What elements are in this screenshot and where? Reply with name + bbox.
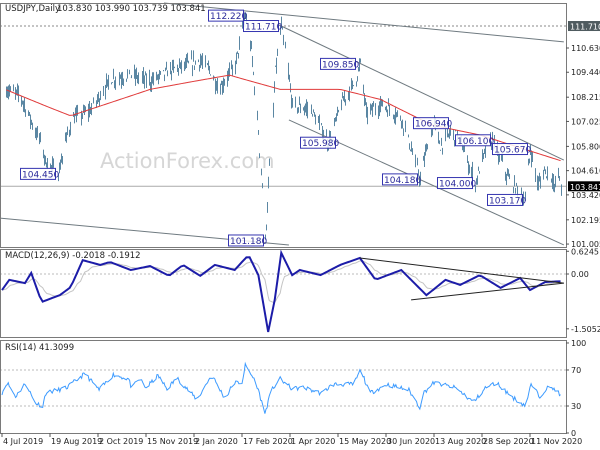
macd-axis-label: -1.5052 <box>571 325 600 334</box>
price-annotation-label: 111.710 <box>245 23 282 33</box>
rsi-axis-label: 100 <box>571 339 586 348</box>
date-axis-label: 1 Apr 2020 <box>291 437 335 446</box>
date-axis-label: 2 Oct 2019 <box>99 437 143 446</box>
ohlc-readout: 103.830 103.990 103.739 103.841 <box>57 4 206 14</box>
price-axis-label: 103.420 <box>571 191 600 200</box>
rsi-axis-label: 70 <box>571 366 581 375</box>
rsi-axis-label: 30 <box>571 402 581 411</box>
macd-trendline <box>411 282 564 301</box>
macd-title: MACD(12,26,9) -0.2018 -0.1912 <box>5 251 141 261</box>
macd-trendline <box>359 257 564 284</box>
panel-frame <box>0 249 567 338</box>
price-annotation-label: 106.100 <box>457 137 494 147</box>
axes: 110.630 109.440 108.215 107.025 105.800 104.6… <box>0 3 600 446</box>
price-annotation-label: 101.180 <box>230 237 267 247</box>
macd-signal-line <box>1 260 561 304</box>
price-annotation-box <box>20 167 56 180</box>
date-axis-label: 13 Aug 2020 <box>435 437 486 446</box>
price-annotation-label: 109.850 <box>322 60 359 70</box>
trendline <box>278 24 565 161</box>
macd-panel <box>0 249 566 333</box>
price-annotation-label: 105.980 <box>302 139 339 149</box>
price-axis-label: 110.630 <box>571 44 600 53</box>
price-annotation-box <box>208 9 244 22</box>
rsi-title: RSI(14) 41.3099 <box>5 343 74 353</box>
date-axis-label: 4 Jul 2019 <box>3 437 43 446</box>
price-annotation-box <box>228 234 264 247</box>
price-annotation-box <box>300 136 336 149</box>
macd-line <box>1 249 561 333</box>
date-axis-label: 15 May 2020 <box>339 437 391 446</box>
panel-frame <box>0 3 567 248</box>
watermark: ActionForex.com <box>100 149 275 173</box>
price-axis-label: 108.215 <box>571 93 600 102</box>
date-axis-label: 17 Feb 2020 <box>243 437 293 446</box>
price-annotation-label: 104.180 <box>384 176 421 186</box>
price-annotation-box <box>382 173 418 186</box>
trendline <box>163 2 564 43</box>
date-axis-label: 28 Sep 2020 <box>483 437 534 446</box>
rsi-line <box>1 361 561 414</box>
moving-average-line <box>5 74 561 162</box>
macd-axis-label: 0.6245 <box>571 247 599 256</box>
price-annotation-box <box>320 57 356 70</box>
price-axis-label: 109.440 <box>571 68 600 77</box>
last-price-badge-text: 103.841 <box>570 183 600 192</box>
price-annotation-box <box>487 193 523 206</box>
price-annotation-label: 104.450 <box>22 170 59 180</box>
price-annotation-label: 103.170 <box>489 196 526 206</box>
price-annotation-box <box>413 117 449 130</box>
price-axis-label: 107.025 <box>571 117 600 126</box>
price-annotation-box <box>243 20 279 33</box>
price-axis-label: 102.195 <box>571 216 600 225</box>
date-axis-label: 15 Nov 2019 <box>147 437 198 446</box>
level-price-badge-text: 111.710 <box>570 23 600 32</box>
price-axis-label: 104.610 <box>571 167 600 176</box>
price-annotation-box <box>437 177 473 190</box>
price-axis-label: 105.800 <box>571 142 600 151</box>
symbol-title: USDJPY,Daily <box>5 4 60 14</box>
price-annotation-label: 104.000 <box>439 180 476 190</box>
date-axis-label: 11 Nov 2020 <box>531 437 582 446</box>
rsi-axis-label: 0 <box>571 429 576 438</box>
date-axis-label: 19 Aug 2019 <box>51 437 102 446</box>
last-price-badge <box>568 181 600 192</box>
price-annotation-box <box>492 143 528 156</box>
price-annotation-label: 112.220 <box>210 12 247 22</box>
price-annotation-box <box>455 134 491 147</box>
price-annotation-label: 106.940 <box>415 120 452 130</box>
price-axis-label: 101.005 <box>571 240 600 249</box>
level-price-badge <box>568 21 600 32</box>
rsi-panel <box>0 361 566 414</box>
macd-axis-label: 0.00 <box>571 270 589 279</box>
date-axis-label: 2 Jan 2020 <box>195 437 238 446</box>
date-axis-label: 30 Jun 2020 <box>387 437 435 446</box>
price-annotation-label: 105.670 <box>494 146 531 156</box>
panel-frame <box>0 340 567 434</box>
